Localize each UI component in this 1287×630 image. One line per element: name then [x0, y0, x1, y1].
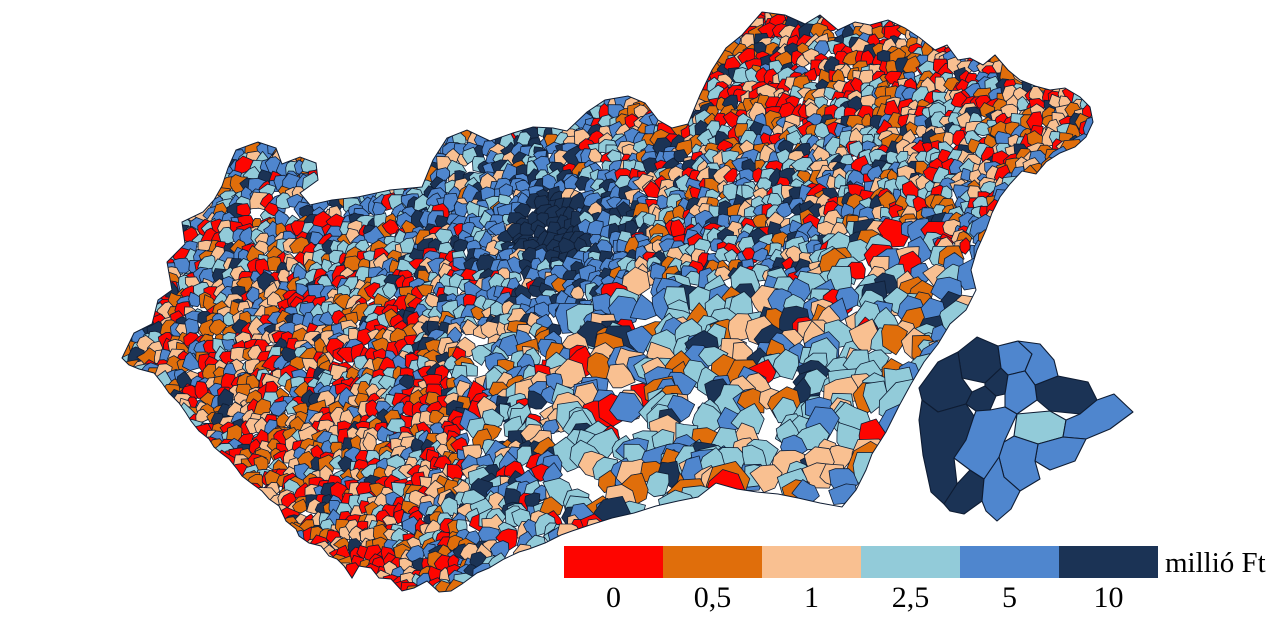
country-outline — [121, 11, 1094, 593]
legend-classes: 0 0,5 1 2,5 5 10 — [564, 546, 1158, 613]
municipality-cells — [122, 12, 1093, 592]
legend-swatch-2 — [762, 546, 861, 578]
budapest-district — [1017, 340, 1059, 386]
legend-swatch-4 — [960, 546, 1059, 578]
budapest-inset-map — [918, 336, 1134, 522]
legend-class-5: 10 — [1059, 546, 1158, 613]
legend-class-2: 1 — [762, 546, 861, 613]
budapest-district — [953, 406, 1018, 480]
legend-label-5: 10 — [1093, 581, 1124, 614]
legend-swatch-0 — [564, 546, 663, 578]
legend-class-3: 2,5 — [861, 546, 960, 613]
map-legend: 0 0,5 1 2,5 5 10 millió Ft — [564, 546, 1266, 613]
budapest-district — [918, 399, 975, 505]
legend-swatch-3 — [861, 546, 960, 578]
legend-label-3: 2,5 — [891, 581, 930, 614]
legend-swatch-5 — [1059, 546, 1158, 578]
legend-label-4: 5 — [1002, 581, 1017, 614]
legend-label-1: 0,5 — [693, 581, 732, 614]
legend-unit-label: millió Ft — [1165, 547, 1266, 579]
legend-class-1: 0,5 — [663, 546, 762, 613]
legend-class-4: 5 — [960, 546, 1059, 613]
legend-label-2: 1 — [804, 581, 819, 614]
legend-class-0: 0 — [564, 546, 663, 613]
legend-label-0: 0 — [606, 581, 621, 614]
legend-swatch-1 — [663, 546, 762, 578]
